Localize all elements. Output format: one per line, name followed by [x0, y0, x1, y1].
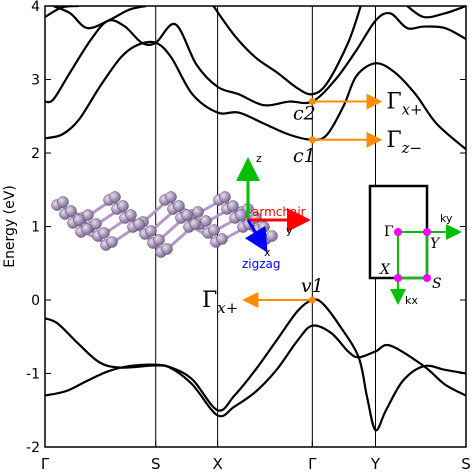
y-tick-label-3: 1: [31, 220, 40, 236]
band-3: [45, 40, 466, 151]
atom: [258, 221, 270, 233]
atom: [109, 191, 121, 203]
atom: [192, 206, 204, 218]
x-tick-label-2: X: [212, 455, 222, 473]
atom: [173, 200, 185, 212]
band-7: [212, 6, 362, 96]
x-tick-label-0: Γ: [41, 455, 50, 473]
structure-axis-label-z: z: [256, 152, 262, 165]
atom: [266, 230, 278, 242]
band-2: [45, 317, 466, 418]
x-tick-label-3: Γ: [308, 455, 317, 473]
y-tick-label-5: 3: [31, 73, 40, 89]
structure-axis-label-y: y: [286, 224, 293, 237]
atom: [125, 209, 137, 221]
y-tick-label-1: -1: [26, 367, 40, 383]
atom: [189, 218, 201, 230]
bz-point-label-3: S: [432, 276, 442, 292]
bz-point-2: [394, 274, 402, 282]
x-tick-label-5: S: [461, 455, 471, 473]
atom: [153, 234, 165, 246]
atom: [81, 223, 93, 235]
bz-point-1: [423, 228, 431, 236]
y-tick-label-2: 0: [31, 293, 40, 309]
atom: [227, 200, 239, 212]
atom: [200, 215, 212, 227]
atom: [117, 200, 129, 212]
brillouin-zone-inset: Γ Y X Sky kx: [368, 184, 462, 307]
y-tick-label-6: 4: [31, 0, 40, 15]
crystal-structure-inset: z y x armchair zigzag: [51, 152, 311, 271]
y-tick-label-0: -2: [26, 440, 40, 456]
atom: [208, 224, 220, 236]
irrep-label-c1: Γz−: [386, 128, 422, 157]
bz-point-0: [394, 228, 402, 236]
bz-point-label-2: X: [379, 262, 391, 278]
irrep-label-c2: Γx+: [386, 90, 422, 119]
state-label-c2: c2: [293, 103, 316, 125]
atom: [145, 225, 157, 237]
atom: [133, 218, 145, 230]
atom: [98, 227, 110, 239]
atom: [65, 205, 77, 217]
bz-point-label-1: Y: [430, 236, 441, 252]
band-4: [45, 11, 466, 107]
kx-label: kx: [405, 294, 418, 307]
state-label-v1: v1: [301, 275, 324, 297]
structure-axis-x: [244, 219, 268, 253]
atom: [181, 209, 193, 221]
atom: [161, 243, 173, 255]
atom: [219, 191, 231, 203]
atom: [216, 233, 228, 245]
x-tick-label-1: S: [151, 455, 161, 473]
band-annotations: c2 Γx+ c1 Γz− v1 Γx+: [202, 90, 423, 317]
atom: [165, 191, 177, 203]
atom: [235, 209, 247, 221]
y-tick-label-4: 2: [31, 146, 40, 162]
state-label-c1: c1: [293, 145, 316, 167]
atom: [90, 218, 102, 230]
ky-label: ky: [440, 212, 453, 225]
band-5: [52, 6, 147, 30]
atom: [106, 236, 118, 248]
atom: [82, 209, 94, 221]
band-lines: [45, 6, 466, 432]
bz-point-label-0: Γ: [384, 224, 394, 240]
y-axis-label: Energy (eV): [2, 185, 18, 268]
zigzag-label: zigzag: [242, 257, 281, 271]
x-tick-label-4: Y: [370, 455, 381, 473]
armchair-label: armchair: [252, 205, 306, 219]
plot-frame: [44, 5, 467, 448]
bz-point-3: [423, 274, 431, 282]
band-8: [406, 6, 466, 19]
irrep-label-v1: Γx+: [202, 288, 238, 317]
atom: [57, 196, 69, 208]
atom: [73, 214, 85, 226]
structure-axis-label-x: x: [264, 246, 271, 259]
y-tick-labels: -2 -1 0 1 2 3 4: [26, 0, 40, 456]
